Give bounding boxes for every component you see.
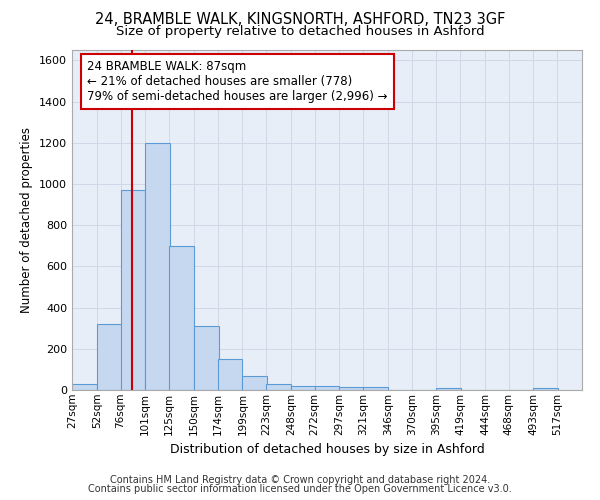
Text: Size of property relative to detached houses in Ashford: Size of property relative to detached ho… bbox=[116, 25, 484, 38]
Text: 24 BRAMBLE WALK: 87sqm
← 21% of detached houses are smaller (778)
79% of semi-de: 24 BRAMBLE WALK: 87sqm ← 21% of detached… bbox=[88, 60, 388, 103]
Bar bbox=[533, 388, 558, 390]
Bar bbox=[266, 384, 291, 390]
Text: Contains HM Land Registry data © Crown copyright and database right 2024.: Contains HM Land Registry data © Crown c… bbox=[110, 475, 490, 485]
Text: Contains public sector information licensed under the Open Government Licence v3: Contains public sector information licen… bbox=[88, 484, 512, 494]
Bar bbox=[145, 142, 170, 390]
X-axis label: Distribution of detached houses by size in Ashford: Distribution of detached houses by size … bbox=[170, 443, 484, 456]
Bar bbox=[291, 386, 316, 390]
Bar bbox=[218, 359, 242, 390]
Bar bbox=[436, 388, 461, 390]
Bar bbox=[97, 324, 122, 390]
Bar bbox=[169, 246, 194, 390]
Bar bbox=[363, 387, 388, 390]
Bar bbox=[72, 384, 97, 390]
Bar bbox=[242, 376, 267, 390]
Text: 24, BRAMBLE WALK, KINGSNORTH, ASHFORD, TN23 3GF: 24, BRAMBLE WALK, KINGSNORTH, ASHFORD, T… bbox=[95, 12, 505, 28]
Bar bbox=[340, 387, 364, 390]
Bar bbox=[194, 326, 218, 390]
Bar bbox=[314, 386, 340, 390]
Y-axis label: Number of detached properties: Number of detached properties bbox=[20, 127, 34, 313]
Bar bbox=[121, 190, 145, 390]
